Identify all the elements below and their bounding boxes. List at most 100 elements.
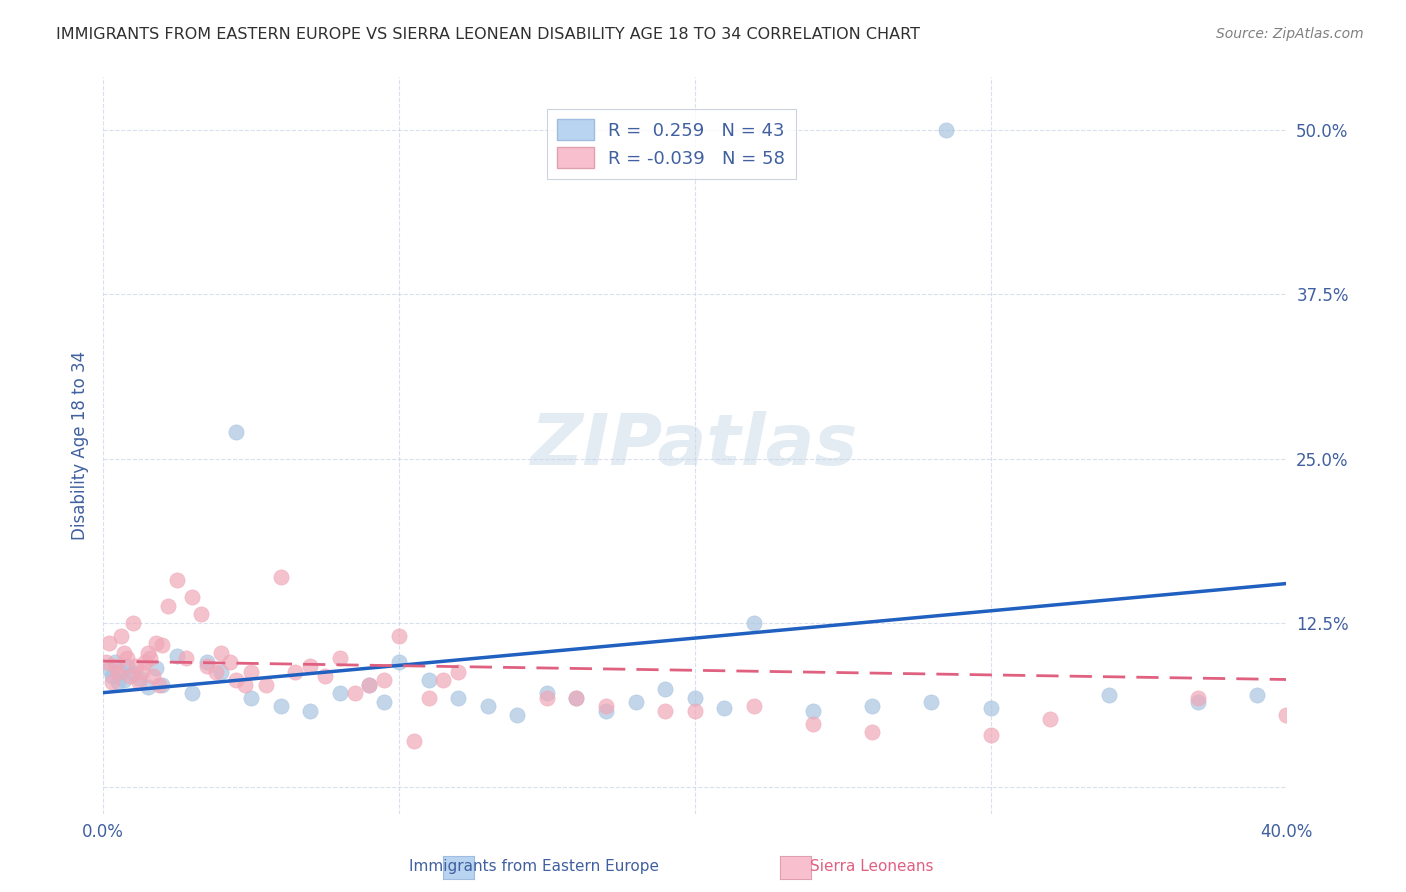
- Point: [219, 656, 242, 670]
- Point: [142, 668, 165, 682]
- Point: [166, 648, 188, 663]
- Point: [110, 629, 132, 643]
- Point: [860, 698, 883, 713]
- Point: [801, 717, 824, 731]
- Y-axis label: Disability Age 18 to 34: Disability Age 18 to 34: [72, 351, 89, 540]
- Point: [107, 665, 129, 679]
- Point: [359, 678, 381, 692]
- Point: [1275, 708, 1298, 723]
- Point: [112, 673, 135, 687]
- Point: [174, 651, 197, 665]
- Point: [104, 656, 127, 670]
- Point: [654, 704, 676, 718]
- Point: [240, 690, 263, 705]
- Point: [180, 590, 202, 604]
- Point: [359, 678, 381, 692]
- Point: [204, 665, 226, 679]
- Point: [134, 656, 156, 670]
- Point: [565, 690, 588, 705]
- Point: [343, 686, 366, 700]
- Point: [270, 698, 292, 713]
- Point: [121, 665, 143, 680]
- Point: [284, 665, 307, 679]
- Point: [195, 656, 218, 670]
- Point: [94, 656, 117, 670]
- Point: [128, 675, 150, 690]
- Point: [150, 638, 173, 652]
- Point: [980, 728, 1002, 742]
- Point: [536, 690, 558, 705]
- Point: [388, 656, 411, 670]
- Point: [683, 690, 706, 705]
- Point: [211, 665, 233, 679]
- Point: [713, 701, 735, 715]
- Point: [195, 659, 218, 673]
- Point: [136, 681, 159, 695]
- Point: [418, 690, 440, 705]
- Point: [329, 651, 352, 665]
- Text: Sierra Leoneans: Sierra Leoneans: [810, 859, 934, 874]
- Point: [145, 636, 167, 650]
- Point: [166, 573, 188, 587]
- Point: [299, 704, 322, 718]
- Point: [683, 704, 706, 718]
- Point: [432, 673, 454, 687]
- Point: [565, 690, 588, 705]
- Point: [150, 678, 173, 692]
- Point: [211, 646, 233, 660]
- Point: [373, 695, 395, 709]
- Point: [225, 425, 247, 440]
- Point: [139, 651, 162, 665]
- Point: [654, 681, 676, 696]
- Point: [121, 615, 143, 630]
- Point: [148, 678, 170, 692]
- Point: [124, 659, 146, 673]
- Point: [240, 665, 263, 679]
- Point: [110, 665, 132, 679]
- Point: [1187, 690, 1209, 705]
- Point: [98, 662, 121, 676]
- Point: [388, 629, 411, 643]
- Point: [418, 673, 440, 687]
- Point: [104, 659, 127, 673]
- Point: [920, 695, 942, 709]
- Text: IMMIGRANTS FROM EASTERN EUROPE VS SIERRA LEONEAN DISABILITY AGE 18 TO 34 CORRELA: IMMIGRANTS FROM EASTERN EUROPE VS SIERRA…: [56, 27, 921, 42]
- Point: [128, 671, 150, 685]
- Point: [225, 673, 247, 687]
- Point: [1039, 712, 1062, 726]
- Point: [1246, 688, 1268, 702]
- Point: [860, 725, 883, 739]
- Text: Source: ZipAtlas.com: Source: ZipAtlas.com: [1216, 27, 1364, 41]
- Point: [980, 701, 1002, 715]
- Point: [935, 123, 957, 137]
- Point: [477, 698, 499, 713]
- Point: [101, 675, 124, 690]
- Point: [1098, 688, 1121, 702]
- Point: [107, 675, 129, 690]
- Point: [595, 704, 617, 718]
- Text: ZIPatlas: ZIPatlas: [531, 411, 859, 480]
- Point: [536, 686, 558, 700]
- Point: [506, 708, 529, 723]
- Point: [314, 668, 336, 682]
- Legend: R =  0.259   N = 43, R = -0.039   N = 58: R = 0.259 N = 43, R = -0.039 N = 58: [547, 109, 796, 179]
- Point: [299, 659, 322, 673]
- Point: [157, 599, 180, 613]
- Point: [145, 661, 167, 675]
- Point: [115, 659, 138, 673]
- Point: [373, 673, 395, 687]
- Point: [270, 570, 292, 584]
- Point: [624, 695, 647, 709]
- Point: [101, 668, 124, 682]
- Point: [136, 646, 159, 660]
- Point: [447, 690, 470, 705]
- Point: [190, 607, 212, 621]
- Point: [98, 636, 121, 650]
- Point: [180, 686, 202, 700]
- Text: Immigrants from Eastern Europe: Immigrants from Eastern Europe: [409, 859, 659, 874]
- Point: [801, 704, 824, 718]
- Point: [742, 615, 765, 630]
- Point: [233, 678, 256, 692]
- Point: [329, 686, 352, 700]
- Point: [402, 734, 425, 748]
